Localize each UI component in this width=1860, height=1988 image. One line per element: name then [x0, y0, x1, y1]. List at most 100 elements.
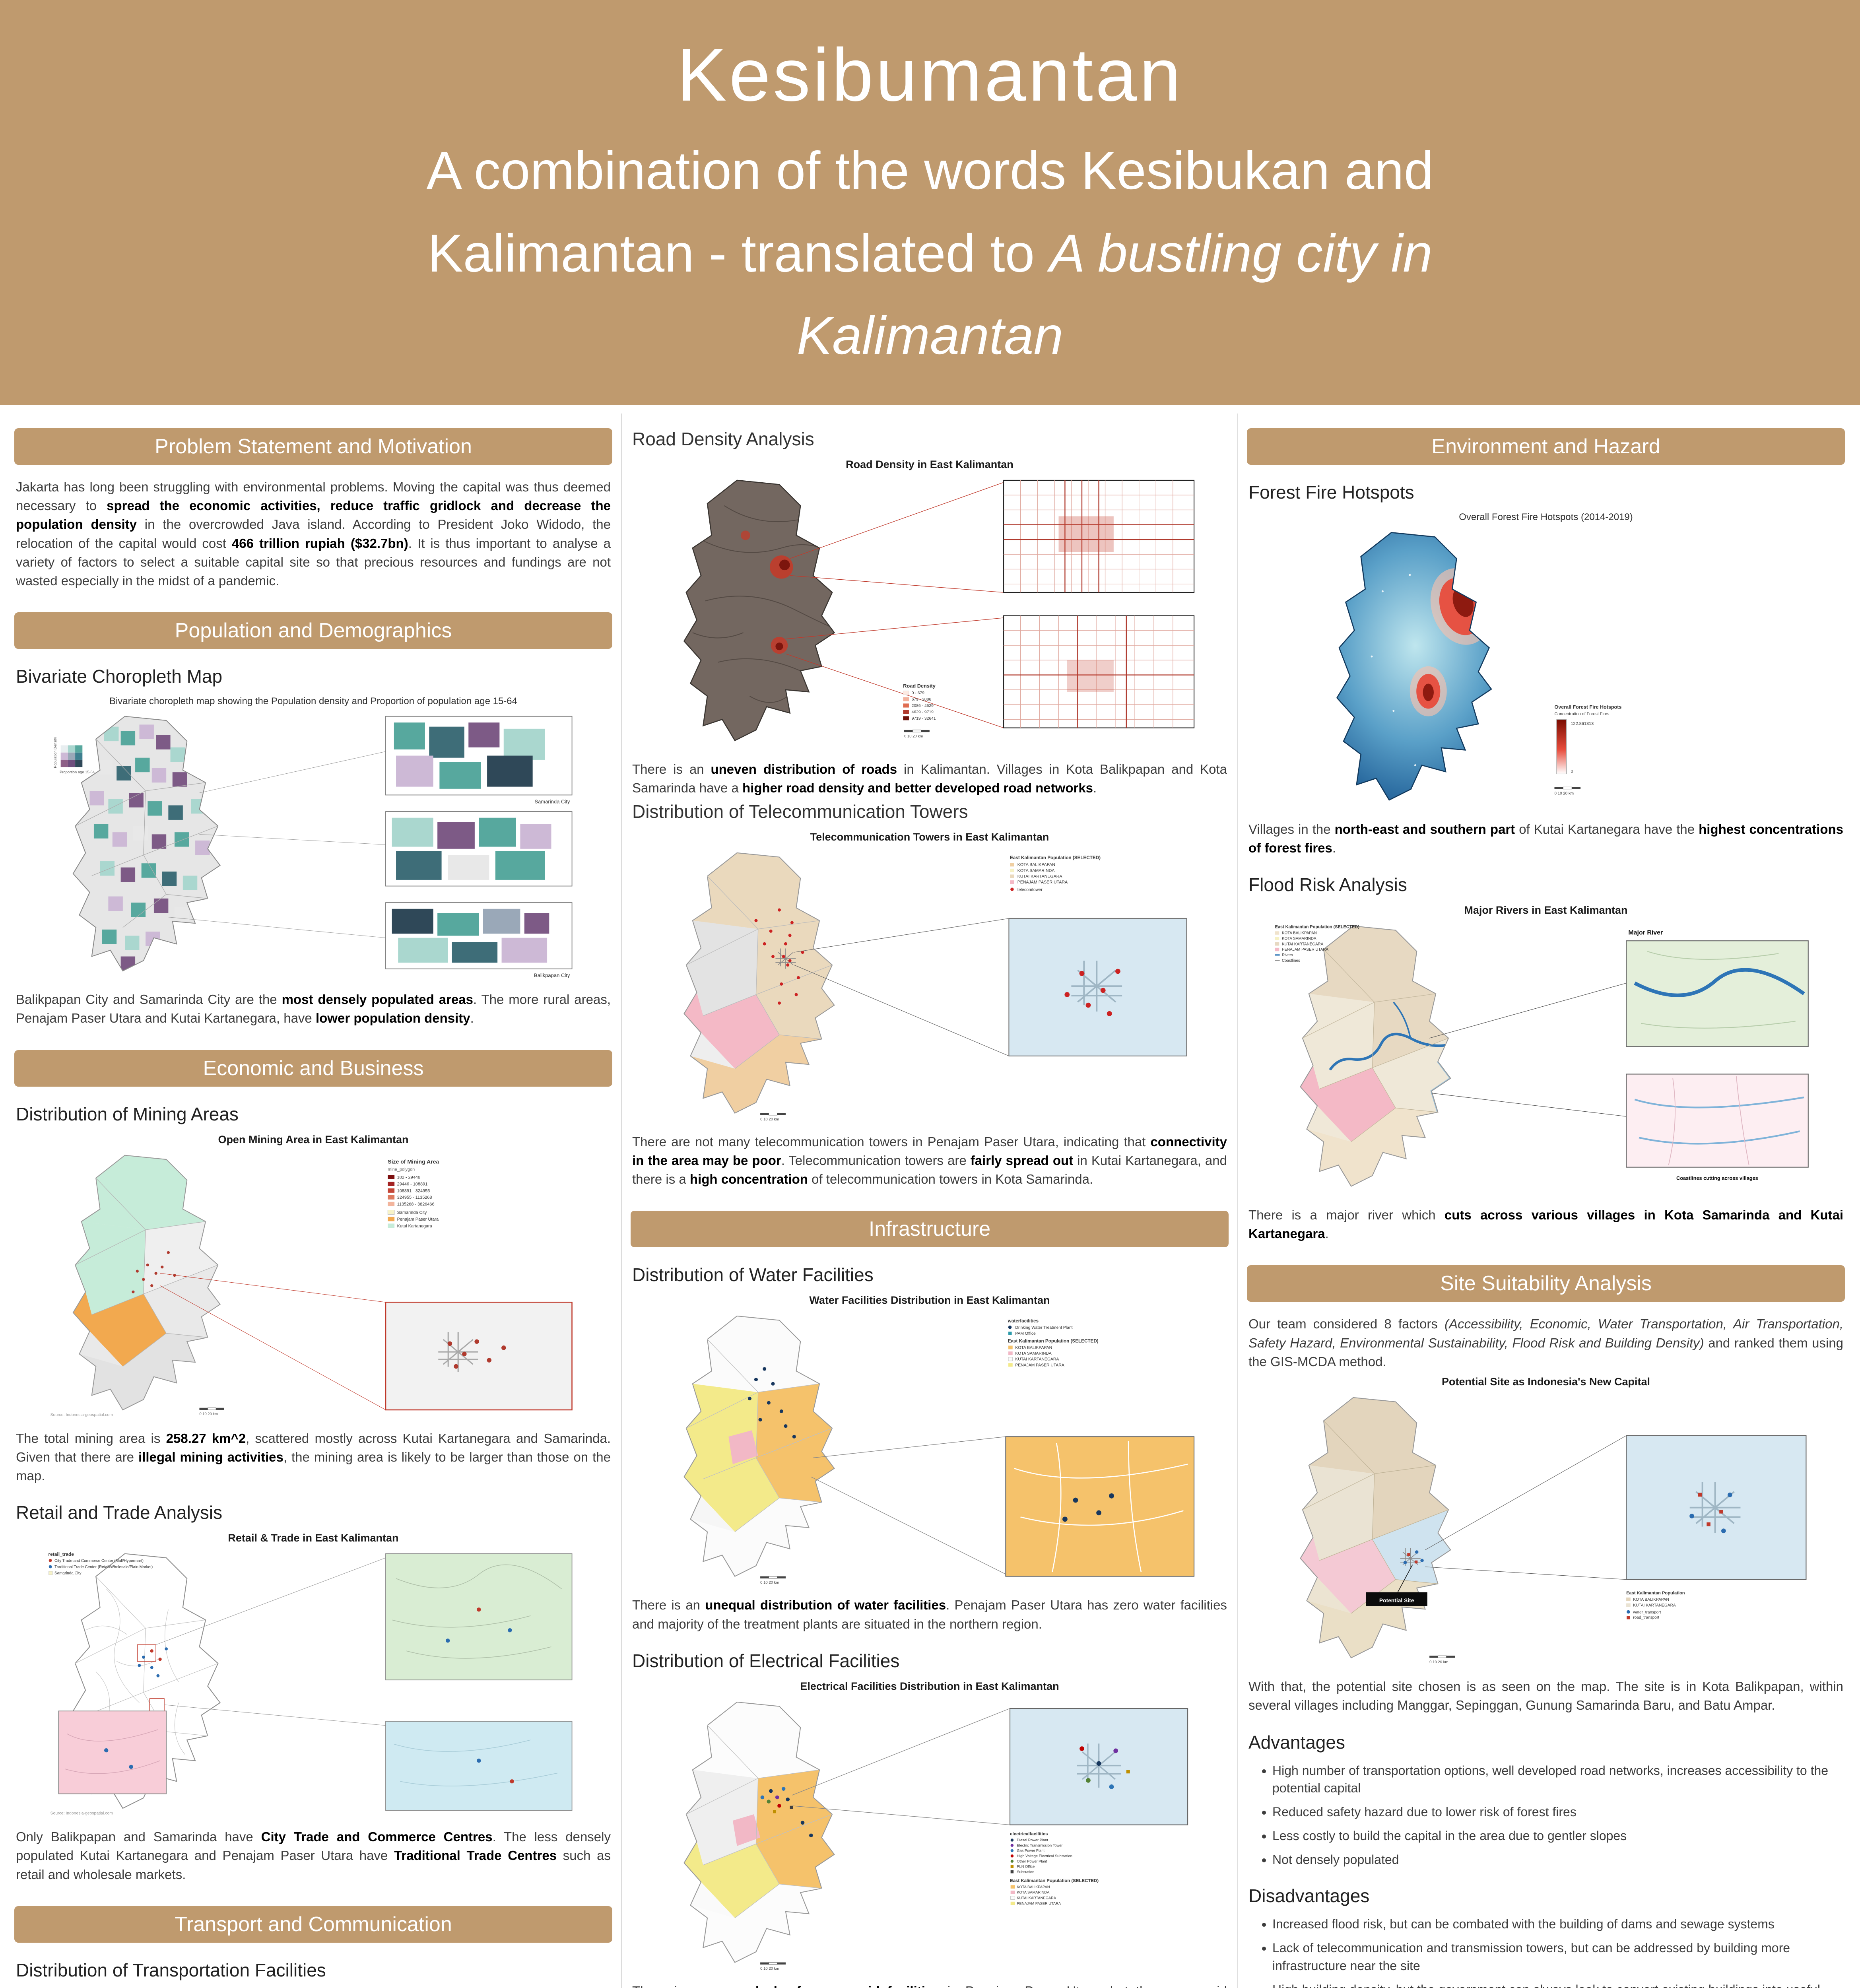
map-source: Source: Indonesia-geospatial.com [50, 1811, 113, 1816]
telecom-legend: East Kalimantan Population (SELECTED) KO… [1010, 855, 1101, 892]
mining-map-caption: Open Mining Area in East Kalimantan [218, 1133, 409, 1145]
svg-text:Overall Forest Fire Hotspots: Overall Forest Fire Hotspots [1555, 704, 1622, 710]
subheading-water: Distribution of Water Facilities [632, 1264, 874, 1285]
list-item: Increased flood risk, but can be combate… [1272, 1915, 1845, 1933]
disadvantages-list: Increased flood risk, but can be combate… [1247, 1915, 1845, 1988]
subheading-bivariate-choropleth: Bivariate Choropleth Map [16, 666, 223, 687]
mining-text: The total mining area is 258.27 km^2, sc… [16, 1431, 611, 1483]
svg-text:Traditional Trade Center (Reta: Traditional Trade Center (Retail/Wholesa… [54, 1565, 153, 1569]
svg-text:KOTA BALIKPAPAN: KOTA BALIKPAPAN [1015, 1346, 1052, 1350]
svg-text:324955 - 1135268: 324955 - 1135268 [397, 1195, 432, 1200]
retail-map-figure: Retail & Trade in East Kalimantan [44, 1532, 582, 1819]
section-transport-communication: Transport and Communication [14, 1906, 612, 1943]
subheading-retail: Retail and Trade Analysis [16, 1502, 223, 1523]
svg-text:PAM Office: PAM Office [1015, 1332, 1036, 1336]
forest-fire-map-figure: Overall Forest Fire Hotspots (2014-2019)… [1307, 512, 1785, 811]
potential-site-map: Potential Site East Kalimantan Populatio… [1300, 1397, 1807, 1665]
telecom-map-figure: Telecommunication Towers in East Kaliman… [654, 831, 1205, 1124]
flood-legend: East Kalimantan Population (SELECTED) KO… [1275, 924, 1360, 963]
electrical-map-caption: Electrical Facilities Distribution in Ea… [800, 1680, 1059, 1692]
flood-inset-river [1626, 940, 1809, 1047]
subheading-forest-fire: Forest Fire Hotspots [1248, 482, 1414, 503]
road-density-text: There is an uneven distribution of roads… [632, 762, 1227, 796]
middle-column: Road Density Analysis Road Density in Ea… [631, 428, 1229, 1988]
retail-inset-cyan [385, 1721, 573, 1811]
svg-text:Kutai Kartanegara: Kutai Kartanegara [397, 1223, 433, 1228]
svg-text:PENAJAM PASER UTARA: PENAJAM PASER UTARA [1282, 947, 1328, 952]
bivariate-inset-samarinda: Samarinda City [385, 716, 573, 804]
poster-banner: Kesibumantan A combination of the words … [0, 0, 1860, 406]
flood-inset-coast: Coastlines cutting across villages [1626, 1074, 1809, 1181]
svg-text:2086 - 4629: 2086 - 4629 [912, 704, 934, 708]
svg-text:KOTA SAMARINDA: KOTA SAMARINDA [1282, 936, 1316, 941]
electrical-facilities-map: electricalfacilities Diesel Power Plant … [683, 1701, 1188, 1972]
bivariate-map-caption: Bivariate choropleth map showing the Pop… [109, 696, 517, 707]
svg-text:KUTAI KARTANEGARA: KUTAI KARTANEGARA [1282, 942, 1324, 946]
flood-map-figure: Major Rivers in East Kalimantan East Kal… [1271, 904, 1821, 1197]
heading-telecom: Distribution of Telecommunication Towers [632, 801, 968, 822]
svg-text:679 - 2086: 679 - 2086 [912, 697, 932, 702]
svg-text:102 - 29446: 102 - 29446 [397, 1175, 420, 1180]
population-text: Balikpapan City and Samarinda City are t… [16, 992, 611, 1026]
subheading-disadvantages: Disadvantages [1248, 1885, 1370, 1906]
electrical-map-figure: Electrical Facilities Distribution in Ea… [654, 1680, 1205, 1973]
svg-text:water_transport: water_transport [1633, 1610, 1661, 1615]
svg-text:9719 - 32641: 9719 - 32641 [912, 716, 936, 721]
svg-text:East Kalimantan Population: East Kalimantan Population [1626, 1591, 1685, 1596]
svg-text:KOTA BALIKPAPAN: KOTA BALIKPAPAN [1282, 931, 1317, 936]
svg-text:Gas Power Plant: Gas Power Plant [1017, 1849, 1045, 1853]
bivariate-choropleth-map: Population Density Proportion age 15-64 … [53, 716, 573, 978]
subheading-flood-risk: Flood Risk Analysis [1248, 874, 1407, 895]
mining-legend: Size of Mining Area mine_polygon 102 - 2… [388, 1158, 439, 1228]
map-source: Source: Indonesia-geospatial.com [50, 1413, 113, 1417]
svg-text:4629 - 9719: 4629 - 9719 [912, 710, 934, 714]
svg-text:mine_polygon: mine_polygon [388, 1167, 415, 1172]
poster-subtitle: A combination of the words Kesibukan and… [426, 141, 1434, 366]
mining-map: Size of Mining Area mine_polygon 102 - 2… [50, 1154, 573, 1417]
svg-text:Diesel Power Plant: Diesel Power Plant [1017, 1838, 1048, 1842]
svg-text:East Kalimantan Population (SE: East Kalimantan Population (SELECTED) [1275, 924, 1360, 929]
section-infrastructure: Infrastructure [631, 1211, 1229, 1248]
mining-sites [132, 1251, 176, 1293]
column-divider [621, 414, 622, 1988]
section-environment-hazard: Environment and Hazard [1247, 428, 1845, 465]
road-density-map: Road Density 0 - 679 679 - 2086 2086 - 4… [683, 480, 1195, 741]
bivariate-axis-x: Proportion age 15-64 [60, 770, 95, 774]
telecom-towers-map: East Kalimantan Population (SELECTED) KO… [683, 852, 1187, 1122]
svg-text:Size of Mining Area: Size of Mining Area [388, 1158, 439, 1165]
section-problem-statement: Problem Statement and Motivation [14, 428, 612, 465]
list-item: High building density, but the governmen… [1272, 1981, 1845, 1988]
left-column: Problem Statement and Motivation Jakarta… [14, 428, 612, 1988]
svg-text:Concentration of Forest Fires: Concentration of Forest Fires [1555, 712, 1610, 716]
potential-site-map-caption: Potential Site as Indonesia's New Capita… [1441, 1375, 1650, 1388]
svg-text:Penajam Paser Utara: Penajam Paser Utara [397, 1217, 439, 1221]
svg-text:KOTA SAMARINDA: KOTA SAMARINDA [1017, 868, 1055, 873]
svg-text:KUTAI KARTANEGARA: KUTAI KARTANEGARA [1633, 1603, 1676, 1607]
road-inset-top [1003, 480, 1195, 593]
site-legend: East Kalimantan Population KOTA BALIKPAP… [1626, 1591, 1685, 1620]
svg-text:122.861313: 122.861313 [1571, 721, 1594, 726]
road-density-map-caption: Road Density in East Kalimantan [846, 458, 1013, 471]
svg-text:0 - 679: 0 - 679 [912, 691, 924, 695]
svg-text:Drinking Water Treatment Plant: Drinking Water Treatment Plant [1015, 1326, 1073, 1330]
flood-rivers-map: East Kalimantan Population (SELECTED) KO… [1275, 924, 1809, 1187]
bivariate-legend: Population Density Proportion age 15-64 [53, 737, 95, 774]
svg-text:Samarinda City: Samarinda City [54, 1571, 82, 1576]
advantages-list: High number of transportation options, w… [1247, 1762, 1845, 1869]
potential-site-label: Potential Site [1366, 1564, 1427, 1606]
svg-text:1135268 - 3826466: 1135268 - 3826466 [397, 1202, 435, 1207]
section-site-suitability: Site Suitability Analysis [1247, 1265, 1845, 1302]
list-item: Not densely populated [1272, 1851, 1845, 1868]
svg-text:29446 - 108891: 29446 - 108891 [397, 1182, 428, 1186]
svg-text:road_transport: road_transport [1633, 1615, 1660, 1620]
water-text: There is an unequal distribution of wate… [632, 1598, 1227, 1631]
svg-text:East Kalimantan Population (SE: East Kalimantan Population (SELECTED) [1008, 1339, 1099, 1344]
bivariate-map-figure: Bivariate choropleth map showing the Pop… [44, 696, 582, 981]
water-inset [1005, 1436, 1195, 1577]
electrical-legend: electricalfacilities Diesel Power Plant … [1010, 1832, 1099, 1905]
section-economic-business: Economic and Business [14, 1050, 612, 1087]
svg-text:PENAJAM PASER UTARA: PENAJAM PASER UTARA [1015, 1363, 1064, 1368]
bivariate-axis-y: Population Density [53, 737, 57, 768]
telecom-map-caption: Telecommunication Towers in East Kaliman… [810, 831, 1049, 843]
svg-text:KOTA BALIKPAPAN: KOTA BALIKPAPAN [1633, 1598, 1669, 1602]
